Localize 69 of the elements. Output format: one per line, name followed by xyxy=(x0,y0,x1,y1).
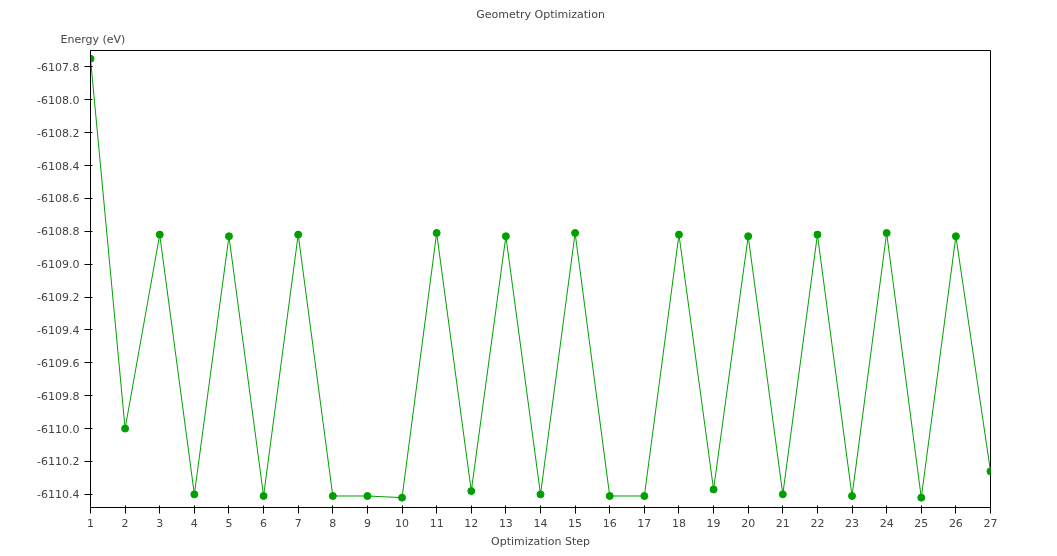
x-tick-label: 23 xyxy=(845,516,860,530)
point xyxy=(951,232,960,241)
y-tick-label: -6108.4 xyxy=(37,159,80,173)
x-tick-label: 11 xyxy=(429,516,444,530)
x-tick-label: 17 xyxy=(637,516,652,530)
x-tick-label: 5 xyxy=(225,516,233,530)
x-tick-label: 7 xyxy=(294,516,302,530)
point xyxy=(190,490,199,499)
point xyxy=(571,228,580,237)
y-tick-label: -6109.0 xyxy=(37,258,80,272)
y-tick-label: -6109.8 xyxy=(37,389,80,403)
point xyxy=(536,490,545,499)
x-tick-label: 8 xyxy=(329,516,337,530)
point xyxy=(709,485,718,494)
x-tick-label: 16 xyxy=(602,516,617,530)
point xyxy=(432,228,441,237)
point xyxy=(917,493,926,502)
y-tick-label: -6108.0 xyxy=(37,93,80,107)
chart-title: Geometry Optimization xyxy=(476,7,605,21)
x-axis-title: Optimization Step xyxy=(491,534,590,548)
x-tick-label: 27 xyxy=(983,516,998,530)
point xyxy=(121,424,130,433)
y-tick-label: -6110.0 xyxy=(37,422,80,436)
point xyxy=(848,492,857,500)
y-tick-label: -6108.8 xyxy=(37,225,80,239)
y-tick-label: -6107.8 xyxy=(37,60,80,74)
y-tick-label: -6110.2 xyxy=(37,455,80,469)
x-tick-label: 20 xyxy=(741,516,756,530)
point xyxy=(398,493,407,502)
point xyxy=(467,487,476,496)
x-tick-label: 15 xyxy=(568,516,583,530)
x-tick-label: 14 xyxy=(533,516,548,530)
y-tick-label: -6109.2 xyxy=(37,291,80,305)
point xyxy=(778,490,787,499)
point xyxy=(674,230,683,239)
point xyxy=(328,492,337,500)
point xyxy=(501,232,510,241)
x-tick-label: 12 xyxy=(464,516,479,530)
point xyxy=(605,492,614,500)
x-tick-label: 4 xyxy=(190,516,198,530)
y-tick-label: -6109.6 xyxy=(37,356,80,370)
x-tick-label: 6 xyxy=(260,516,268,530)
x-tick-label: 19 xyxy=(706,516,721,530)
y-axis-title: Energy (eV) xyxy=(60,32,126,46)
x-tick-label: 10 xyxy=(395,516,410,530)
point xyxy=(813,230,822,239)
x-tick-label: 2 xyxy=(121,516,129,530)
point xyxy=(224,232,233,241)
point xyxy=(640,492,649,500)
x-tick-label: 26 xyxy=(948,516,963,530)
x-tick-label: 25 xyxy=(914,516,929,530)
y-tick-label: -6110.4 xyxy=(37,488,80,502)
point xyxy=(882,228,891,237)
point xyxy=(363,492,372,500)
x-tick-label: 21 xyxy=(775,516,790,530)
x-tick-label: 1 xyxy=(87,516,94,530)
y-tick-label: -6108.6 xyxy=(37,192,80,206)
y-tick-label: -6108.2 xyxy=(37,126,80,140)
point xyxy=(259,492,268,500)
point xyxy=(294,230,303,239)
x-tick-label: 24 xyxy=(879,516,894,530)
x-tick-label: 18 xyxy=(671,516,686,530)
x-tick-label: 22 xyxy=(810,516,825,530)
x-tick-label: 3 xyxy=(156,516,164,530)
y-tick-label: -6109.4 xyxy=(37,323,80,337)
point xyxy=(155,230,164,239)
x-tick-label: 13 xyxy=(498,516,513,530)
point xyxy=(744,232,753,241)
x-tick-label: 9 xyxy=(363,516,371,530)
